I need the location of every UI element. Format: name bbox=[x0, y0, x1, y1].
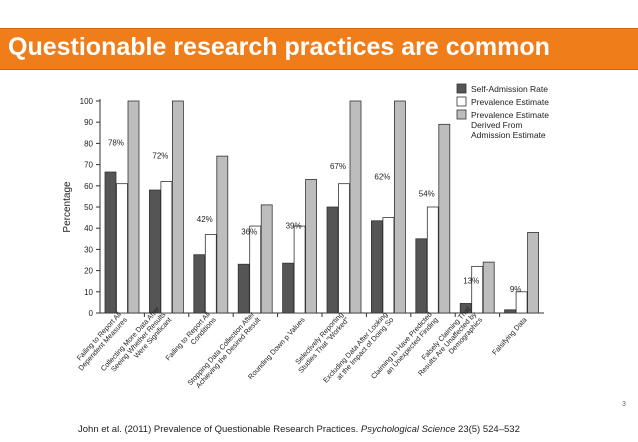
bar bbox=[282, 262, 295, 314]
bar bbox=[104, 171, 117, 314]
y-tick-label: 70 bbox=[84, 161, 93, 170]
bar bbox=[148, 189, 161, 314]
y-tick-label: 30 bbox=[84, 245, 93, 254]
bar bbox=[249, 225, 262, 314]
bar bbox=[171, 100, 184, 314]
y-tick-label: 10 bbox=[84, 288, 93, 297]
y-tick-label: 40 bbox=[84, 224, 93, 233]
bar bbox=[515, 291, 528, 314]
y-tick-label: 80 bbox=[84, 139, 93, 148]
x-tick-label: Falsifying Data bbox=[490, 315, 529, 356]
bar bbox=[260, 204, 273, 314]
bar bbox=[527, 232, 539, 314]
y-tick-label: 100 bbox=[80, 97, 94, 106]
data-label: 13% bbox=[463, 276, 479, 285]
legend-label: Self-Admission Rate bbox=[471, 84, 548, 94]
bar bbox=[204, 234, 217, 314]
bar bbox=[338, 183, 350, 314]
bar bbox=[459, 303, 472, 314]
data-label: 78% bbox=[108, 139, 124, 148]
legend-label: Prevalence Estimate bbox=[471, 110, 549, 120]
data-label: 36% bbox=[241, 228, 257, 237]
bar bbox=[305, 179, 318, 314]
bar bbox=[116, 183, 128, 314]
data-label: 9% bbox=[510, 285, 522, 294]
y-tick-label: 90 bbox=[84, 118, 93, 127]
bar bbox=[349, 100, 362, 314]
citation: John et al. (2011) Prevalence of Questio… bbox=[78, 424, 520, 435]
bar bbox=[293, 225, 306, 314]
data-label: 42% bbox=[197, 215, 213, 224]
y-tick-label: 0 bbox=[89, 309, 94, 318]
bar bbox=[438, 123, 451, 314]
y-tick-label: 50 bbox=[84, 203, 93, 212]
citation-journal: Psychological Science bbox=[360, 424, 456, 435]
bar bbox=[482, 261, 495, 314]
data-label: 67% bbox=[330, 162, 346, 171]
data-label: 39% bbox=[286, 221, 302, 230]
legend-swatch bbox=[456, 83, 467, 94]
data-label: 72% bbox=[152, 151, 168, 160]
legend-label: Admission Estimate bbox=[471, 130, 546, 140]
bar bbox=[160, 181, 173, 314]
bar bbox=[393, 100, 406, 314]
citation-authors: John et al. (2011) Prevalence of Questio… bbox=[78, 424, 361, 435]
bar bbox=[216, 155, 229, 314]
bar bbox=[471, 265, 484, 314]
y-tick-label: 20 bbox=[84, 267, 93, 276]
y-axis-label: Percentage bbox=[62, 181, 73, 233]
data-label: 62% bbox=[374, 173, 390, 182]
bar bbox=[370, 220, 383, 314]
bar bbox=[426, 206, 439, 314]
bar bbox=[326, 206, 339, 314]
bar bbox=[382, 217, 395, 314]
bar bbox=[237, 263, 250, 314]
slide-number: 3 bbox=[622, 401, 626, 408]
bar bbox=[415, 238, 428, 314]
legend-label: Prevalence Estimate bbox=[471, 97, 549, 107]
citation-volume: 23(5) 524–532 bbox=[455, 424, 520, 435]
bar bbox=[127, 100, 140, 314]
bar bbox=[193, 254, 206, 314]
y-tick-label: 60 bbox=[84, 182, 93, 191]
legend-swatch bbox=[456, 96, 467, 107]
data-label: 54% bbox=[419, 190, 435, 199]
title-bar: Questionable research practices are comm… bbox=[0, 28, 638, 70]
slide-title: Questionable research practices are comm… bbox=[8, 33, 550, 61]
legend-label: Derived From bbox=[471, 120, 522, 130]
bar bbox=[504, 309, 517, 314]
legend-swatch bbox=[456, 109, 467, 120]
